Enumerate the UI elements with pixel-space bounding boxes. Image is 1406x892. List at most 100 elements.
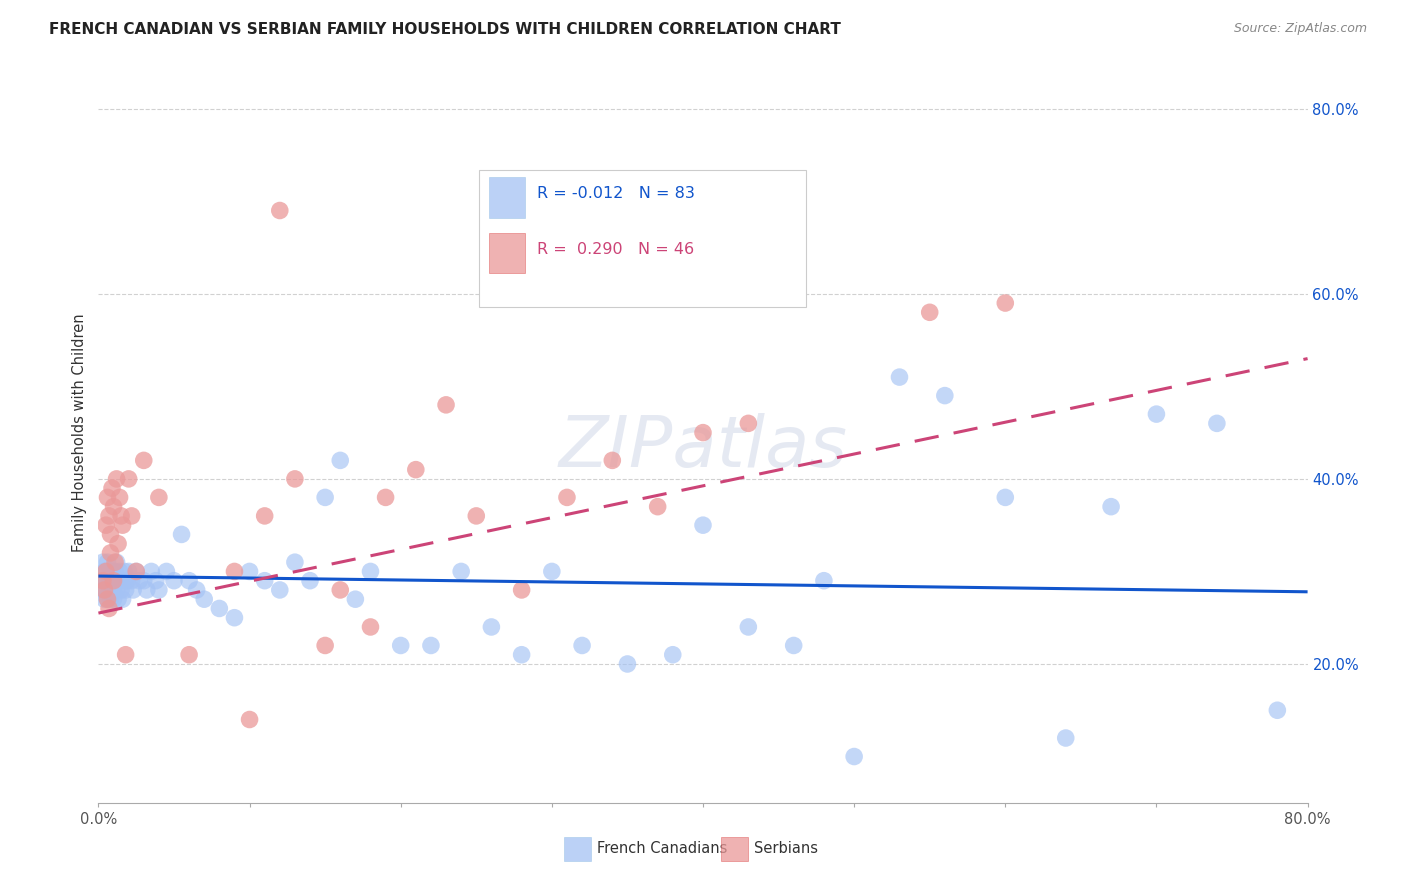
Point <box>813 574 835 588</box>
Point <box>155 565 177 579</box>
Point <box>616 657 638 671</box>
Point <box>96 491 118 505</box>
Point <box>934 389 956 403</box>
Point <box>360 620 382 634</box>
Point <box>1099 500 1122 514</box>
Point <box>540 565 562 579</box>
Point <box>329 453 352 467</box>
Point <box>510 582 533 597</box>
Point <box>314 491 336 505</box>
Point <box>108 491 131 505</box>
Point <box>118 472 141 486</box>
Point <box>374 491 396 505</box>
Point <box>96 592 118 607</box>
Point <box>96 555 118 569</box>
Point <box>692 425 714 440</box>
Point <box>103 500 125 514</box>
Point <box>253 508 276 523</box>
Point <box>105 555 128 569</box>
Point <box>94 565 117 579</box>
Text: R =  0.290   N = 46: R = 0.290 N = 46 <box>537 242 695 257</box>
Point <box>284 472 307 486</box>
Point <box>118 565 141 579</box>
Point <box>90 574 112 588</box>
Point <box>128 574 150 588</box>
Text: French Canadians: French Canadians <box>596 841 727 856</box>
Point <box>135 582 157 597</box>
Point <box>889 370 911 384</box>
Point <box>105 582 128 597</box>
Point <box>737 417 759 431</box>
Point <box>114 582 136 597</box>
Point <box>111 592 134 607</box>
Point <box>692 518 714 533</box>
Point <box>98 582 121 597</box>
Point <box>125 565 148 579</box>
Point <box>329 582 352 597</box>
Point <box>141 565 163 579</box>
Point <box>121 574 143 588</box>
Y-axis label: Family Households with Children: Family Households with Children <box>72 313 87 552</box>
Point <box>1144 407 1167 421</box>
Point <box>100 574 122 588</box>
Point <box>107 536 129 550</box>
Point <box>100 546 122 560</box>
Point <box>91 574 114 588</box>
Point <box>163 574 186 588</box>
Point <box>405 462 427 476</box>
Point <box>101 565 124 579</box>
Point <box>465 508 488 523</box>
Point <box>239 565 262 579</box>
Point <box>239 713 262 727</box>
Point <box>114 574 136 588</box>
Point <box>510 648 533 662</box>
Point <box>98 508 121 523</box>
Text: Serbians: Serbians <box>754 841 818 856</box>
Point <box>208 601 231 615</box>
Point <box>104 555 127 569</box>
FancyBboxPatch shape <box>721 837 748 861</box>
Point <box>112 565 135 579</box>
Point <box>110 508 132 523</box>
Point <box>450 565 472 579</box>
Point <box>918 305 941 319</box>
Point <box>186 582 208 597</box>
Point <box>103 574 125 588</box>
Point <box>314 639 336 653</box>
Point <box>193 592 215 607</box>
Point <box>602 453 624 467</box>
Point <box>148 582 170 597</box>
Point <box>647 500 669 514</box>
Point <box>94 574 117 588</box>
Point <box>104 574 127 588</box>
Point <box>104 565 127 579</box>
Point <box>94 582 117 597</box>
Point <box>555 491 578 505</box>
Point <box>148 491 170 505</box>
Point <box>434 398 457 412</box>
Point <box>1267 703 1289 717</box>
Point <box>114 648 136 662</box>
Point <box>420 639 443 653</box>
Point <box>253 574 276 588</box>
Point <box>98 574 121 588</box>
Point <box>224 565 246 579</box>
Point <box>110 574 132 588</box>
Point <box>93 565 115 579</box>
Point <box>108 565 131 579</box>
FancyBboxPatch shape <box>489 233 526 274</box>
Point <box>145 574 167 588</box>
Point <box>96 592 118 607</box>
Point <box>103 592 125 607</box>
Point <box>91 555 114 569</box>
Point <box>344 592 367 607</box>
FancyBboxPatch shape <box>489 178 526 218</box>
Text: Source: ZipAtlas.com: Source: ZipAtlas.com <box>1233 22 1367 36</box>
Point <box>571 639 593 653</box>
Point <box>103 582 125 597</box>
Point <box>132 574 155 588</box>
Point <box>111 518 134 533</box>
Point <box>93 592 115 607</box>
Point <box>661 648 683 662</box>
FancyBboxPatch shape <box>564 837 591 861</box>
